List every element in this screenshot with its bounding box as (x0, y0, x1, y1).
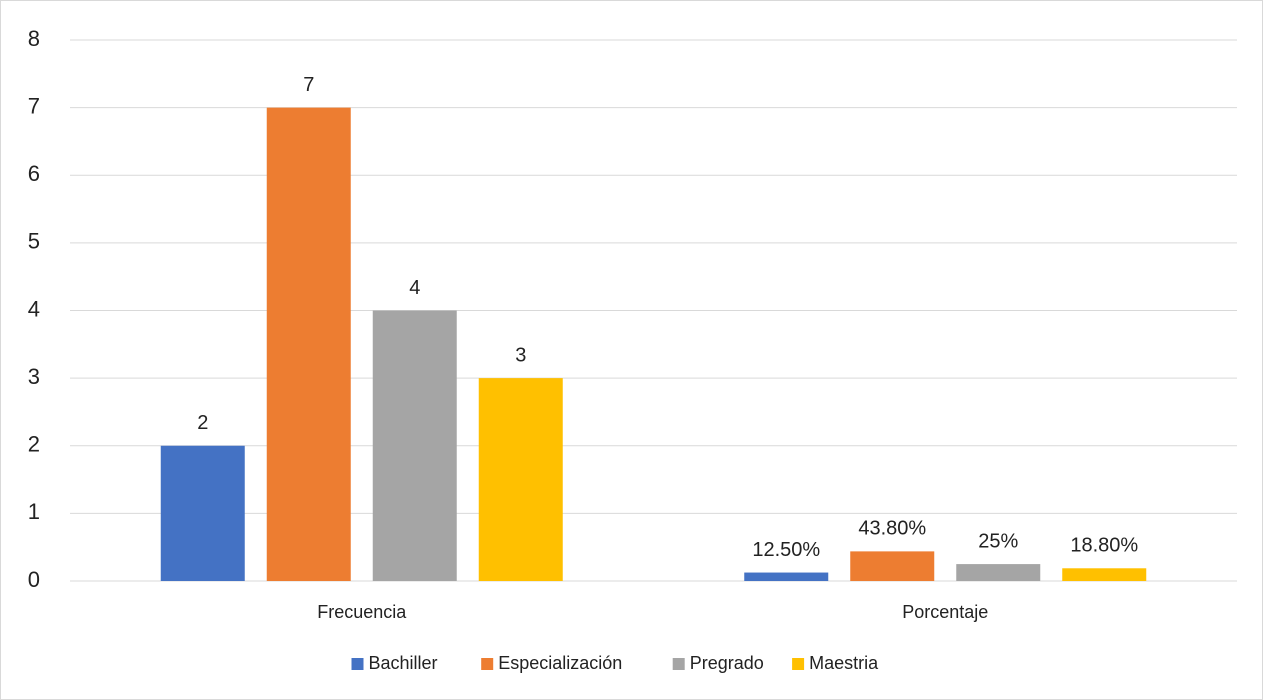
legend-label: Bachiller (369, 653, 438, 673)
y-tick-label: 0 (28, 567, 40, 592)
y-tick-label: 4 (28, 296, 40, 321)
y-tick-label: 3 (28, 364, 40, 389)
bar (956, 564, 1041, 581)
data-label: 4 (409, 277, 420, 299)
y-tick-label: 2 (28, 432, 40, 457)
data-label: 25% (978, 530, 1018, 552)
legend-swatch (792, 658, 805, 670)
bar (160, 445, 245, 581)
y-tick-label: 7 (28, 93, 40, 118)
y-tick-label: 1 (28, 499, 40, 524)
legend-label: Maestria (809, 653, 879, 673)
y-tick-label: 5 (28, 229, 40, 254)
data-label: 18.80% (1070, 535, 1138, 557)
data-label: 2 (197, 412, 208, 434)
y-tick-label: 8 (28, 26, 40, 51)
bar (744, 572, 829, 581)
data-label: 3 (515, 344, 526, 366)
data-label: 7 (303, 74, 314, 96)
bar (850, 551, 935, 581)
y-tick-label: 6 (28, 161, 40, 186)
legend-swatch (672, 658, 685, 670)
x-tick-label: Frecuencia (317, 602, 407, 622)
legend-label: Especialización (498, 653, 622, 673)
data-label: 12.50% (752, 539, 820, 561)
bar (266, 107, 351, 581)
data-label: 43.80% (858, 518, 926, 540)
legend-swatch (481, 658, 494, 670)
bar (372, 310, 457, 581)
x-tick-label: Porcentaje (902, 602, 988, 622)
legend-label: Pregrado (690, 653, 764, 673)
bar (1062, 568, 1147, 581)
bar (478, 378, 563, 581)
legend-swatch (351, 658, 364, 670)
